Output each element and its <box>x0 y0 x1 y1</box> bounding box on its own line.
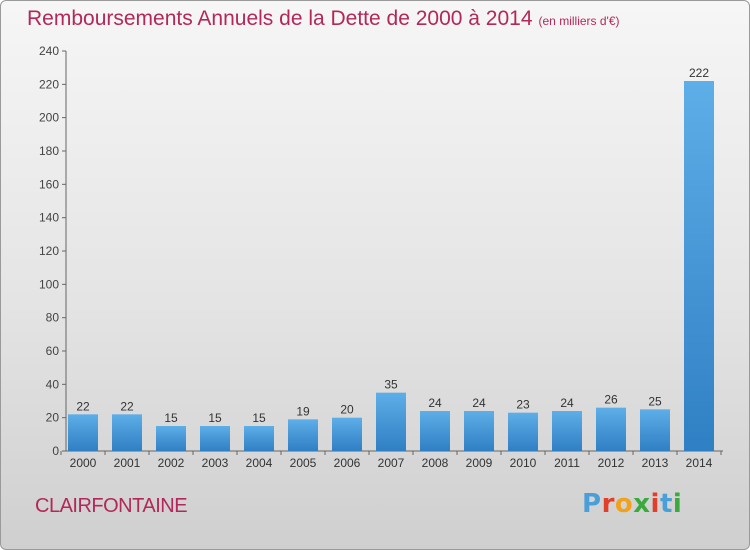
logo-letter: r <box>601 489 615 519</box>
x-tick-label: 2005 <box>290 456 317 470</box>
logo-letter: i <box>672 489 683 519</box>
x-tick-label: 2006 <box>334 456 361 470</box>
y-tick-label: 60 <box>46 344 60 358</box>
logo-letter: t <box>659 489 673 519</box>
y-tick-label: 140 <box>39 211 59 225</box>
x-tick-label: 2004 <box>246 456 273 470</box>
x-tick-label: 2013 <box>642 456 669 470</box>
bar <box>244 426 274 451</box>
bar-value-label: 15 <box>252 411 266 425</box>
x-tick-label: 2008 <box>422 456 449 470</box>
x-tick-label: 2007 <box>378 456 405 470</box>
bar <box>68 414 98 451</box>
bar <box>508 412 538 451</box>
x-tick-label: 2001 <box>114 456 141 470</box>
logo-letter: x <box>633 489 651 519</box>
bar-value-label: 19 <box>296 404 310 418</box>
y-tick-label: 100 <box>39 277 59 291</box>
bar <box>156 426 186 451</box>
bar-value-label: 26 <box>604 393 618 407</box>
bar <box>376 392 406 451</box>
chart-bars: 22 22 15 15 15 19 20 35 24 24 23 24 26 25 222 <box>68 66 714 451</box>
bar-value-label: 25 <box>648 394 662 408</box>
bar-value-label: 24 <box>560 396 574 410</box>
y-tick-label: 40 <box>46 377 60 391</box>
x-tick-label: 2000 <box>70 456 97 470</box>
y-tick-label: 220 <box>39 77 59 91</box>
bar-value-label: 35 <box>384 378 398 392</box>
x-tick-label: 2002 <box>158 456 185 470</box>
bar <box>596 407 626 451</box>
y-tick-label: 0 <box>52 444 59 458</box>
bar <box>112 414 142 451</box>
chart-title-text: Remboursements Annuels de la Dette de 20… <box>27 7 533 30</box>
bar <box>552 411 582 451</box>
bar-value-label: 15 <box>164 411 178 425</box>
bar-value-label: 24 <box>472 396 486 410</box>
y-tick-label: 200 <box>39 111 59 125</box>
y-tick-label: 80 <box>46 311 60 325</box>
bar-value-label: 22 <box>120 399 134 413</box>
bar <box>640 409 670 451</box>
x-tick-label: 2011 <box>554 456 580 470</box>
bar <box>420 411 450 451</box>
logo-letter: o <box>614 489 634 519</box>
bar-value-label: 24 <box>428 396 442 410</box>
y-tick-label: 160 <box>39 177 59 191</box>
x-tick-label: 2014 <box>686 456 713 470</box>
proxiti-logo[interactable]: Proxiti <box>582 489 682 519</box>
logo-letter: P <box>582 489 602 519</box>
y-tick-label: 20 <box>46 411 60 425</box>
x-tick-label: 2003 <box>202 456 229 470</box>
bar-value-label: 222 <box>689 66 709 80</box>
x-tick-label: 2012 <box>598 456 625 470</box>
bar <box>200 426 230 451</box>
bar <box>464 411 494 451</box>
bar <box>288 419 318 451</box>
chart-subtitle: (en milliers d'€) <box>538 14 620 28</box>
commune-name: CLAIRFONTAINE <box>35 495 188 517</box>
bar-value-label: 22 <box>76 399 90 413</box>
bar-value-label: 20 <box>340 403 354 417</box>
bar <box>332 417 362 451</box>
y-tick-label: 120 <box>39 244 59 258</box>
bar <box>684 81 714 451</box>
logo-letter: i <box>650 489 660 519</box>
y-tick-label: 240 <box>39 44 59 58</box>
bar-value-label: 23 <box>516 398 530 412</box>
bar-value-label: 15 <box>208 411 222 425</box>
y-tick-label: 180 <box>39 144 59 158</box>
x-tick-label: 2010 <box>510 456 537 470</box>
x-tick-label: 2009 <box>466 456 493 470</box>
chart-title: Remboursements Annuels de la Dette de 20… <box>27 7 620 31</box>
